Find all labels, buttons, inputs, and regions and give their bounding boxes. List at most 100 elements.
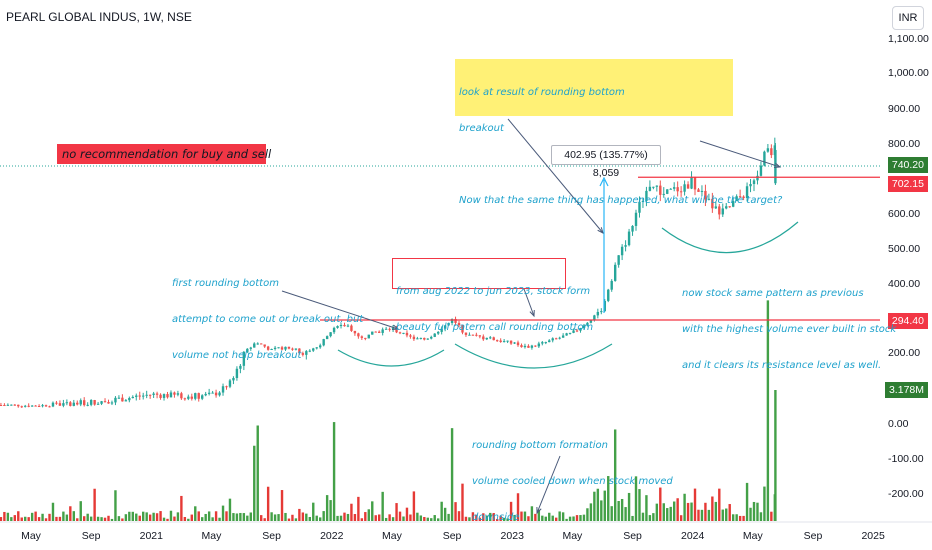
- chart-title: PEARL GLOBAL INDUS, 1W, NSE: [6, 10, 192, 24]
- arrow-yellow-note: [507, 118, 604, 234]
- volume-bar: [388, 514, 391, 521]
- candle-body: [544, 342, 547, 344]
- candle-body: [398, 332, 402, 334]
- volume-note: rounding bottom formation volume cooled …: [472, 416, 673, 536]
- yellow-note-line: look at result of rounding bottom: [459, 87, 625, 98]
- candle-body: [631, 225, 634, 232]
- candle-body: [738, 196, 742, 198]
- volume-bar: [371, 501, 374, 521]
- candle-body: [502, 341, 506, 343]
- arrow-yellow-note-head: [597, 227, 604, 234]
- volume-bar: [659, 487, 662, 521]
- candle-body: [645, 190, 648, 202]
- candle-body: [159, 394, 162, 398]
- volume-bar: [142, 511, 145, 521]
- volume-bar: [357, 496, 360, 521]
- volume-bar: [266, 486, 270, 521]
- time-tick-label: May: [743, 530, 764, 542]
- volume-bar: [287, 518, 291, 521]
- price-tick-label: 400.00: [888, 278, 920, 290]
- volume-bar: [339, 515, 343, 521]
- candle-body: [162, 394, 166, 398]
- candle-body: [579, 327, 582, 331]
- aug-jun-line: beauty full patern call rounding bottom: [396, 322, 594, 333]
- candle-body: [103, 401, 107, 403]
- time-tick-label: 2025: [861, 530, 885, 542]
- candle-body: [55, 402, 58, 404]
- volume-bar: [83, 516, 86, 521]
- volume-bar: [641, 512, 645, 521]
- yellow-note-line: breakout: [459, 123, 504, 134]
- volume-note-line: rounding bottom formation: [472, 440, 609, 451]
- candle-body: [589, 320, 593, 323]
- volume-bar: [263, 518, 266, 521]
- candle-body: [752, 180, 756, 185]
- candle-body: [561, 335, 565, 338]
- candle-body: [586, 322, 589, 326]
- candle-body: [541, 342, 544, 344]
- candle-body: [263, 344, 266, 347]
- rounding-bottom-arc: [337, 349, 445, 367]
- volume-bar: [76, 518, 79, 521]
- candle-body: [301, 353, 305, 355]
- volume-bar: [194, 506, 197, 521]
- candle-body: [3, 405, 6, 407]
- candle-body: [228, 380, 232, 387]
- candle-body: [679, 191, 683, 193]
- candle-body: [173, 392, 176, 395]
- candle-body: [714, 206, 718, 209]
- aug-jun-note: from aug 2022 to jun 2023, stock form be…: [392, 258, 593, 333]
- volume-bar: [485, 515, 488, 521]
- candle-body: [145, 394, 148, 396]
- arrow-current-bar: [699, 140, 781, 168]
- candle-body: [745, 186, 749, 198]
- volume-bar: [707, 509, 711, 521]
- volume-bar: [544, 516, 547, 521]
- volume-bar: [152, 512, 155, 521]
- arrow-current-bar-head: [773, 162, 782, 169]
- volume-bar: [131, 511, 134, 521]
- candle-body: [568, 332, 572, 334]
- volume-bar: [756, 502, 759, 521]
- candle-body: [346, 325, 350, 327]
- candle-body: [450, 318, 454, 324]
- candle-body: [277, 347, 280, 349]
- volume-bar: [273, 514, 277, 521]
- volume-bar: [554, 517, 558, 521]
- volume-bar: [325, 495, 329, 521]
- volume-bar: [225, 511, 228, 521]
- candle-body: [218, 392, 221, 396]
- volume-bar: [711, 496, 714, 521]
- candle-body: [364, 337, 367, 339]
- volume-bar: [48, 513, 51, 521]
- volume-bar: [41, 513, 44, 521]
- volume-bar: [159, 511, 162, 521]
- candle-body: [572, 330, 575, 333]
- candle-body: [142, 395, 145, 397]
- volume-bar: [211, 517, 214, 521]
- candle-body: [600, 311, 603, 313]
- time-tick-label: 2021: [140, 530, 164, 542]
- candle-body: [697, 189, 700, 192]
- candle-body: [180, 393, 183, 399]
- volume-bar: [44, 518, 48, 521]
- volume-bar: [672, 501, 676, 521]
- volume-bar: [89, 516, 93, 521]
- time-tick-label: Sep: [804, 530, 823, 542]
- candle-body: [731, 201, 735, 207]
- volume-bar: [572, 516, 575, 521]
- volume-bar: [284, 512, 287, 521]
- volume-bar: [319, 517, 322, 521]
- volume-bar: [433, 515, 436, 521]
- volume-bar: [180, 495, 183, 521]
- volume-bar: [93, 488, 96, 521]
- candle-body: [34, 405, 37, 407]
- currency-button[interactable]: INR: [892, 6, 924, 30]
- candle-body: [294, 348, 298, 350]
- candle-body: [774, 150, 777, 184]
- volume-bar: [190, 514, 193, 521]
- current-price-tag: 740.20: [887, 157, 928, 173]
- volume-bar: [742, 515, 745, 521]
- volume-bar: [697, 509, 700, 521]
